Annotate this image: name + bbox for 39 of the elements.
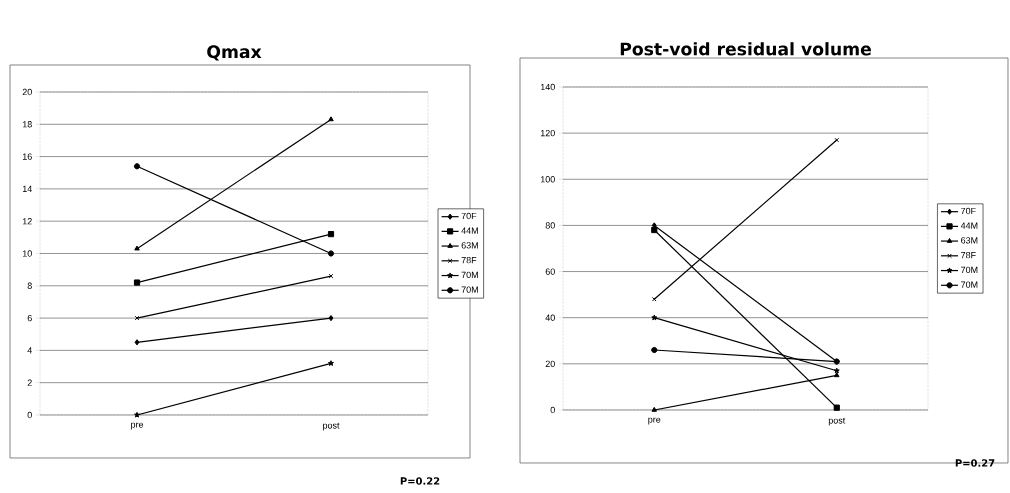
y-tick-label: 18: [22, 121, 32, 128]
legend-label: 70F: [961, 207, 976, 215]
chart-title: Post-void residual volume: [620, 42, 871, 56]
y-tick-label: 12: [22, 218, 32, 225]
y-tick-label: 100: [540, 176, 555, 183]
y-tick-label: 0: [550, 406, 555, 414]
legend-label: 44M: [461, 227, 478, 234]
y-tick-label: 40: [545, 314, 555, 321]
y-tick-label: 4: [27, 347, 32, 354]
x-tick-label: pre: [648, 417, 661, 425]
chart-title: Qmax: [207, 45, 262, 61]
y-tick-label: 140: [540, 83, 555, 91]
legend-label: 78F: [461, 256, 477, 264]
text: P=0.27: [955, 459, 995, 467]
y-tick-label: 60: [545, 268, 555, 275]
legend-label: 44M: [960, 222, 978, 229]
x-tick-label: pre: [131, 422, 144, 430]
legend-label: 70M: [961, 266, 978, 274]
legend-label: 70M: [461, 271, 478, 279]
y-tick-label: 16: [22, 153, 32, 160]
y-tick-label: 2: [27, 379, 32, 386]
y-tick-label: 0: [27, 411, 32, 419]
legend-label: 78F: [961, 251, 976, 259]
y-tick-label: 14: [22, 185, 32, 192]
text: P=0.22: [400, 477, 440, 485]
x-tick-label: post: [323, 422, 340, 431]
legend-label: 63M: [461, 242, 478, 249]
y-tick-label: 10: [22, 250, 32, 257]
legend-label: 70F: [461, 212, 477, 220]
y-tick-label: 20: [22, 88, 32, 96]
legend-label: 70M: [461, 286, 478, 293]
y-tick-label: 120: [540, 129, 555, 137]
y-tick-label: 8: [27, 282, 32, 289]
y-tick-label: 80: [545, 222, 555, 229]
legend-label: 63M: [961, 237, 978, 244]
legend-label: 70M: [961, 281, 978, 288]
y-tick-label: 20: [545, 360, 555, 368]
x-tick-label: post: [828, 417, 846, 426]
y-tick-label: 6: [27, 314, 32, 322]
